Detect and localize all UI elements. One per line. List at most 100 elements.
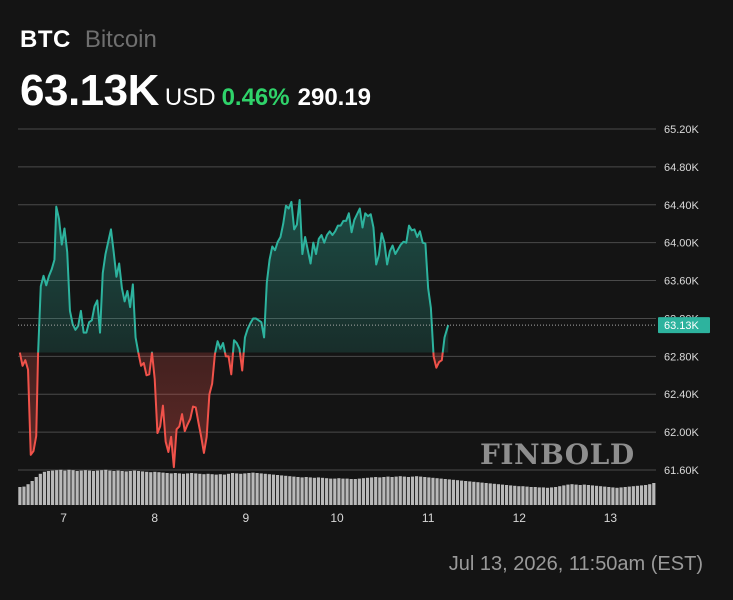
price-area bbox=[19, 200, 449, 468]
ticker-symbol: BTC bbox=[20, 26, 71, 53]
volume-bars bbox=[18, 469, 656, 505]
currency-label: USD bbox=[164, 84, 216, 111]
volume-bar bbox=[500, 484, 505, 505]
price-line-down bbox=[18, 352, 444, 469]
volume-bar bbox=[513, 485, 517, 505]
volume-bar bbox=[492, 483, 496, 505]
volume-bar bbox=[345, 478, 349, 505]
volume-bar bbox=[570, 484, 574, 505]
volume-bar bbox=[280, 475, 284, 505]
volume-bar bbox=[271, 474, 276, 505]
area-above-reference bbox=[19, 200, 449, 353]
volume-bar bbox=[439, 478, 443, 505]
volume-bar bbox=[259, 473, 263, 505]
volume-bar bbox=[157, 472, 161, 505]
volume-bar bbox=[198, 473, 202, 505]
change-percent: 0.46% bbox=[221, 84, 290, 111]
volume-bar bbox=[112, 471, 116, 505]
volume-bar bbox=[296, 477, 300, 505]
volume-bar bbox=[83, 470, 87, 505]
volume-bar bbox=[149, 472, 153, 505]
volume-bar bbox=[304, 477, 308, 505]
volume-bar bbox=[96, 470, 100, 505]
volume-bar bbox=[386, 476, 390, 505]
volume-bar bbox=[292, 476, 296, 505]
price-line bbox=[18, 199, 450, 469]
volume-bar bbox=[582, 484, 586, 505]
y-tick-label: 61.60K bbox=[664, 465, 700, 477]
price-line-up bbox=[19, 199, 450, 353]
volume-bar bbox=[648, 484, 652, 505]
volume-bar bbox=[206, 473, 210, 505]
volume-bar bbox=[243, 473, 247, 505]
x-axis-labels: 7 8 9 10 11 12 13 bbox=[60, 511, 617, 525]
volume-bar bbox=[222, 474, 226, 505]
volume-bar bbox=[607, 487, 611, 505]
volume-bar bbox=[537, 487, 541, 505]
volume-bar bbox=[574, 484, 578, 505]
volume-bar bbox=[619, 487, 623, 505]
volume-bar bbox=[284, 475, 288, 505]
volume-bar bbox=[533, 487, 537, 505]
volume-bar bbox=[455, 480, 460, 505]
volume-bar bbox=[451, 479, 456, 505]
volume-bar bbox=[46, 471, 51, 505]
volume-bar bbox=[120, 471, 124, 505]
volume-bar bbox=[562, 485, 566, 505]
volume-bar bbox=[42, 471, 47, 505]
volume-bar bbox=[521, 486, 525, 505]
volume-bar bbox=[288, 476, 292, 505]
volume-bar bbox=[435, 478, 439, 505]
volume-bar bbox=[427, 477, 431, 505]
volume-bar bbox=[194, 473, 198, 505]
volume-bar bbox=[333, 478, 337, 505]
y-tick-label: 64.40K bbox=[664, 200, 700, 212]
volume-bar bbox=[63, 470, 67, 505]
volume-bar bbox=[652, 483, 656, 505]
volume-bar bbox=[639, 485, 644, 505]
volume-bar bbox=[599, 486, 603, 505]
volume-bar bbox=[22, 486, 26, 505]
y-tick-label: 65.20K bbox=[664, 124, 700, 136]
volume-bar bbox=[177, 473, 181, 505]
volume-bar bbox=[26, 484, 30, 505]
x-tick-label: 8 bbox=[151, 511, 158, 525]
volume-bar bbox=[226, 473, 231, 505]
current-price: 63.13K bbox=[20, 66, 159, 115]
volume-bar bbox=[165, 473, 169, 505]
volume-bar bbox=[361, 478, 366, 505]
volume-bar bbox=[38, 473, 42, 505]
volume-bar bbox=[623, 487, 627, 505]
volume-bar bbox=[594, 485, 599, 505]
price-row: 63.13K USD 0.46% 290.19 bbox=[20, 66, 371, 116]
volume-bar bbox=[267, 474, 271, 505]
volume-bar bbox=[349, 479, 353, 505]
y-tick-label: 63.60K bbox=[664, 276, 700, 288]
volume-bar bbox=[382, 477, 386, 505]
volume-bar bbox=[406, 477, 411, 505]
volume-bar bbox=[394, 476, 398, 505]
volume-bar bbox=[496, 484, 500, 505]
volume-bar bbox=[312, 477, 316, 505]
x-tick-label: 10 bbox=[330, 511, 344, 525]
volume-bar bbox=[251, 472, 255, 505]
volume-bar bbox=[415, 476, 419, 505]
volume-bar bbox=[247, 473, 251, 505]
volume-bar bbox=[644, 485, 648, 505]
volume-bar bbox=[357, 478, 361, 505]
volume-bar bbox=[337, 478, 341, 505]
volume-bar bbox=[390, 477, 394, 505]
volume-bar bbox=[615, 487, 619, 505]
y-tick-label: 62.40K bbox=[664, 389, 700, 401]
volume-bar bbox=[210, 474, 214, 505]
volume-bar bbox=[325, 478, 329, 505]
volume-bar bbox=[554, 487, 558, 505]
y-axis-labels: 61.60K62.00K62.40K62.80K63.20K63.60K64.0… bbox=[664, 124, 700, 477]
volume-bar bbox=[529, 487, 533, 505]
volume-bar bbox=[145, 471, 149, 505]
current-price-tag bbox=[658, 317, 710, 334]
volume-bar bbox=[627, 486, 631, 505]
volume-bar bbox=[374, 477, 378, 505]
volume-bar bbox=[590, 485, 595, 505]
